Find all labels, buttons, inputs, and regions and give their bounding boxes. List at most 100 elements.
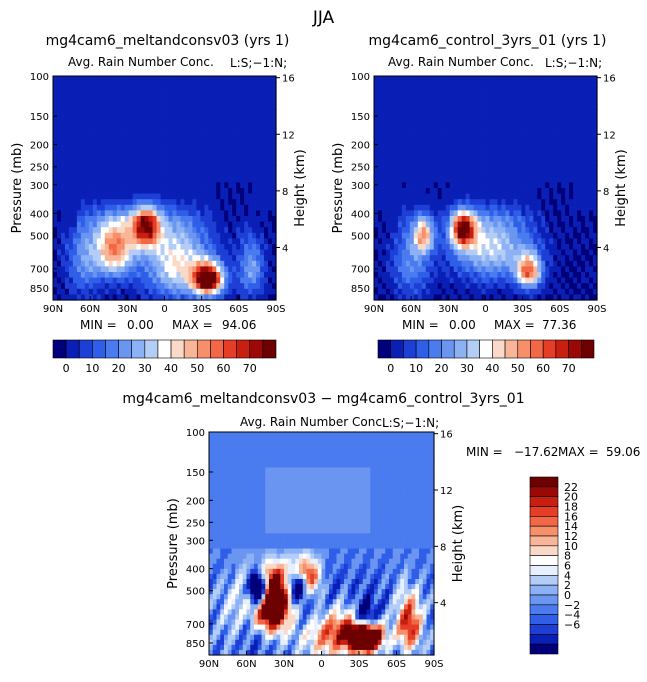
panel2-cell	[421, 132, 427, 139]
panel1-cell	[248, 244, 253, 251]
panel2-cell	[374, 176, 379, 183]
panel1-cell	[256, 227, 261, 234]
panel2-cell	[485, 255, 491, 262]
panel1-cell	[196, 176, 201, 183]
panel2-cell	[453, 98, 459, 105]
panel1-cell	[108, 148, 114, 155]
panel3-cell	[235, 447, 240, 453]
panel1-cell	[128, 143, 134, 150]
panel2-cell	[557, 238, 562, 245]
panel2-cell	[477, 260, 483, 267]
panel1-cell	[204, 120, 209, 127]
panel2-cell	[481, 249, 487, 256]
colorbar-panel1-label: 10	[85, 362, 99, 375]
panel3-cell	[242, 442, 248, 448]
panel2-cell	[585, 216, 590, 223]
panel3-cell	[392, 452, 398, 458]
panel1-cell	[152, 171, 158, 178]
panel3-cell	[239, 442, 244, 448]
panel1-cell	[172, 255, 178, 262]
panel1-cell	[124, 260, 130, 267]
panel1-cell	[128, 238, 134, 245]
panel2-cell	[529, 176, 534, 183]
panel2-cell	[381, 148, 387, 155]
panel2-cell	[477, 283, 483, 290]
panel2-cell	[505, 171, 510, 178]
panel2-cell	[521, 266, 526, 273]
panel2-cell	[401, 199, 407, 206]
panel2-cell	[374, 98, 379, 105]
panel2-cell	[585, 288, 590, 295]
panel2-cell	[485, 249, 491, 256]
panel2-cell	[549, 193, 554, 200]
panel2-cell	[377, 87, 383, 94]
panel3-cell	[329, 452, 334, 458]
panel2-cell	[493, 98, 499, 105]
panel1-cell	[72, 238, 78, 245]
panel3-cell	[287, 447, 293, 453]
panel1-cell	[120, 238, 126, 245]
panel1-cell	[200, 104, 205, 111]
panel3-cell	[231, 457, 236, 464]
panel1-cell	[68, 143, 74, 150]
panel1-cell	[104, 294, 110, 301]
panel2-cell	[565, 277, 570, 284]
panel1-cell	[104, 104, 110, 111]
panel1-cell	[124, 109, 130, 116]
panel1-cell	[204, 160, 209, 167]
panel2-cell	[485, 143, 491, 150]
panel1-cell	[92, 283, 98, 290]
panel1-cell	[192, 182, 197, 189]
panel1-cell	[260, 120, 265, 127]
panel2-cell	[445, 288, 451, 295]
panel1-cell	[208, 288, 213, 295]
panel1-cell	[96, 249, 102, 256]
panel1-cell	[244, 294, 249, 301]
panel2-cell	[525, 221, 530, 228]
colorbar-panel2-swatch	[568, 339, 582, 359]
panel1-cell	[196, 283, 201, 290]
panel2-cell	[561, 154, 566, 161]
panel2-cell	[489, 126, 495, 133]
panel1-cell	[176, 76, 182, 83]
panel1-cell	[88, 126, 94, 133]
panel1-cell	[200, 120, 205, 127]
panel1-cell	[264, 87, 269, 94]
panel2-cell	[389, 120, 395, 127]
panel2-cell	[521, 193, 526, 200]
panel1-cell	[176, 266, 182, 273]
panel1-cell	[204, 137, 209, 144]
panel1-cell	[84, 266, 90, 273]
panel2-cell	[489, 120, 495, 127]
panel2-cell	[493, 260, 499, 267]
panel1-cell	[220, 81, 225, 88]
panel2-cell	[533, 277, 538, 284]
panel2-cell	[401, 120, 407, 127]
panel1-cell	[188, 109, 193, 116]
panel1-cell	[228, 182, 233, 189]
panel2-cell	[377, 260, 383, 267]
panel1-cell	[196, 216, 201, 223]
panel1-cell	[168, 165, 174, 172]
panel2-cell	[421, 176, 427, 183]
panel1-cell	[168, 81, 174, 88]
panel1-cell	[144, 266, 150, 273]
panel1-cell	[184, 193, 189, 200]
panel1-cell	[76, 76, 82, 83]
panel2-cell	[425, 137, 431, 144]
panel2-cell	[457, 227, 463, 234]
panel2-cell	[393, 143, 399, 150]
panel2-cell	[529, 260, 534, 267]
panel1-xtick-label: 30S	[192, 304, 211, 315]
panel3-cell	[280, 442, 285, 448]
panel2-cell	[429, 165, 435, 172]
panel1-cell	[132, 188, 138, 195]
panel2-ytick-label: 200	[351, 141, 370, 152]
panel1-cell	[272, 115, 277, 122]
panel1-cell	[236, 255, 241, 262]
panel2-cell	[461, 188, 467, 195]
panel2-cell	[537, 227, 542, 234]
panel2-cell	[417, 272, 423, 279]
panel2-cell	[505, 288, 510, 295]
panel2-cell	[405, 238, 411, 245]
